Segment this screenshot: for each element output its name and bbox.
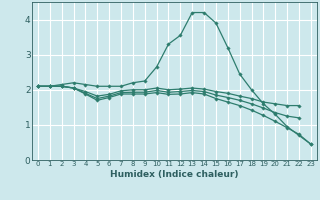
X-axis label: Humidex (Indice chaleur): Humidex (Indice chaleur)	[110, 170, 239, 179]
